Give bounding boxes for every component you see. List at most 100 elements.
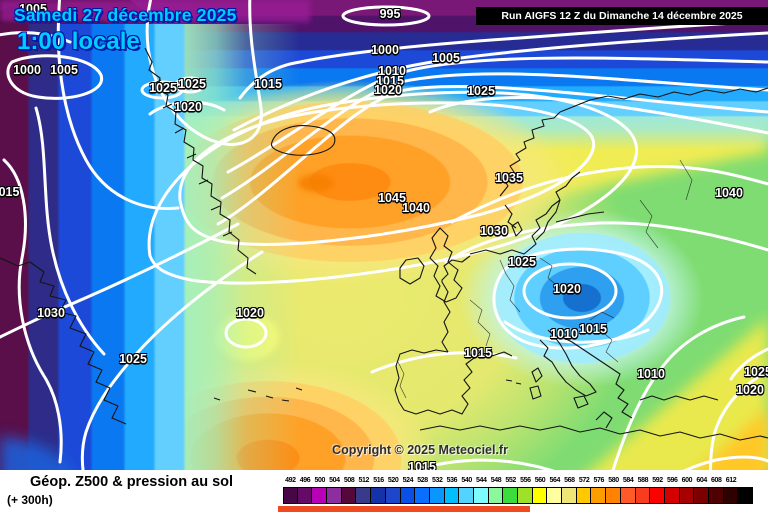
legend-color-cell [371,487,386,504]
legend-color-cell [679,487,695,504]
legend-color-cell [576,487,592,504]
isobar-label: 1025 [744,364,768,379]
legend-color-cell [356,487,372,504]
legend-value: 540 [461,477,472,484]
legend-value: 508 [343,477,355,484]
legend-value: 572 [578,477,590,484]
legend-color-cell [297,487,313,504]
isobar-label: 1030 [480,223,508,238]
legend-color-cell [415,487,430,504]
legend-value: 576 [593,477,605,484]
isobar-label: 015 [0,184,20,199]
forecast-lead-time: (+ 300h) [7,493,53,507]
legend-color-cell [620,487,636,504]
isobar-label: 1020 [236,305,264,320]
legend-value: 528 [417,477,428,484]
legend-value: 612 [725,477,737,484]
coastlines [0,47,768,441]
legend-value: 492 [285,477,296,484]
legend-color-cell [547,487,563,504]
legend-color-cell [694,487,709,504]
legend-color-cell [473,487,489,504]
legend-value: 524 [402,477,414,484]
legend-color-cell [532,487,548,504]
copyright-notice: Copyright © 2025 Meteociel.fr [332,443,508,457]
legend-color-cell [650,487,665,504]
isobar-label: 1025 [508,254,536,269]
legend-color-cell [283,487,298,504]
legend-color-cell [503,487,518,504]
isobar-label: 1005 [432,50,460,65]
legend-value: 596 [666,477,678,484]
isobar-label: 1045 [378,190,406,205]
legend-color-cell [738,487,753,504]
country-borders [397,159,693,399]
legend-value: 512 [358,477,370,484]
legend-value: 592 [652,477,663,484]
legend-value: 520 [387,477,399,484]
isobar-label: 1015 [579,321,607,336]
isobar-label: 1015 [408,459,436,474]
isobar-label: 1005 [19,1,47,16]
forecast-date: Samedi 27 décembre 2025 [14,5,237,25]
legend-value: 504 [329,477,340,484]
legend-color-cell [444,487,460,504]
isobar-label: 1020 [553,281,581,296]
isobar-label: 1020 [174,99,202,114]
legend-color-cell [606,487,621,504]
legend-color-cell [341,487,357,504]
isobar-label: 1010 [378,63,406,78]
legend-value: 584 [622,477,634,484]
legend-color-cell [518,487,533,504]
legend-value: 588 [637,477,649,484]
legend-value: 544 [476,477,487,484]
model-run-info: Run AIGFS 12 Z du Dimanche 14 décembre 2… [476,7,768,25]
isobar-label: 1025 [178,76,206,91]
legend-strip [278,506,530,512]
isobar-label: 1015 [254,76,282,91]
isobar-label: 1025 [119,351,147,366]
legend-value: 600 [681,477,693,484]
legend-value: 560 [534,477,546,484]
legend-color-cell [664,487,680,504]
legend-color-cell [488,487,504,504]
isobar-label: 1040 [402,200,430,215]
isobar-label: 995 [379,6,401,21]
legend-value: 564 [549,477,560,484]
isobar-label: 1000 [13,62,41,77]
isobar-label: 1020 [736,382,764,397]
isobar-label: 1040 [715,185,743,200]
legend-color-scale [283,487,753,504]
legend-value: 496 [299,477,311,484]
legend-color-cell [635,487,651,504]
legend-color-cell [562,487,577,504]
isobar-label: 1025 [149,80,177,95]
legend-color-cell [459,487,474,504]
isobar-label: 1015 [376,73,404,88]
legend-value: 500 [314,477,325,484]
isobar-label: 1000 [371,42,399,57]
legend-color-cell [400,487,416,504]
isobar-label: 1015 [464,345,492,360]
legend-value: 548 [490,477,502,484]
isobar-label: 1030 [37,305,65,320]
legend-value: 568 [564,477,575,484]
legend-value-row: 492 496 500 504 508 512 516 520 524 528 532 536 540 5… [283,477,738,484]
isobar-label: 1010 [637,366,665,381]
isobar-label: 1025 [467,83,495,98]
isobar-label: 1005 [50,62,78,77]
legend-value: 516 [373,477,384,484]
map-parameter-title: Géop. Z500 & pression au sol [30,474,234,490]
legend-color-cell [708,487,724,504]
legend-color-cell [723,487,739,504]
legend-color-cell [429,487,445,504]
isobar-label: 1020 [374,82,402,97]
legend-value: 556 [520,477,531,484]
isobar-label: 1010 [550,326,578,341]
forecast-time: 1:00 locale [17,28,140,55]
legend-color-cell [327,487,342,504]
legend-value: 532 [431,477,443,484]
